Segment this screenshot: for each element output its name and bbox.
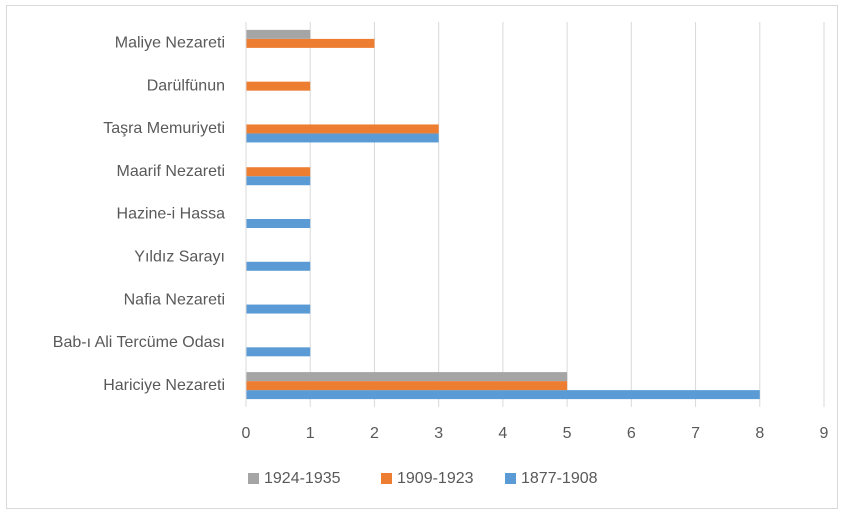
x-tick-label: 6 — [627, 425, 636, 442]
bar — [246, 167, 311, 177]
bar — [246, 390, 760, 400]
y-tick-label: Hariciye Nezareti — [103, 377, 225, 394]
bar — [246, 38, 375, 48]
x-tick-label: 2 — [370, 425, 379, 442]
y-tick-label: Yıldız Sarayı — [134, 248, 225, 265]
y-tick-label: Hazine-i Hassa — [117, 206, 226, 223]
x-tick-label: 5 — [563, 425, 572, 442]
legend-label: 1924-1935 — [264, 470, 341, 487]
bar — [246, 81, 311, 91]
bar — [246, 347, 311, 357]
bar — [246, 261, 311, 271]
bar — [246, 381, 568, 391]
y-tick-label: Darülfünun — [147, 77, 225, 94]
x-tick-label: 1 — [306, 425, 315, 442]
y-tick-label: Nafia Nezareti — [124, 291, 225, 308]
legend-swatch — [381, 473, 392, 484]
legend-label: 1877-1908 — [521, 470, 598, 487]
y-tick-label: Maliye Nezareti — [115, 35, 225, 52]
bar — [246, 372, 568, 382]
x-tick-label: 4 — [498, 425, 507, 442]
bar — [246, 176, 311, 186]
x-tick-label: 9 — [820, 425, 829, 442]
bar — [246, 124, 439, 134]
bar — [246, 133, 439, 143]
legend-swatch — [248, 473, 259, 484]
bar — [246, 219, 311, 228]
x-tick-label: 8 — [755, 425, 764, 442]
legend-swatch — [505, 473, 516, 484]
bar — [246, 29, 311, 39]
x-tick-label: 3 — [434, 425, 443, 442]
y-tick-label: Taşra Memuriyeti — [103, 120, 225, 137]
x-tick-label: 7 — [691, 425, 700, 442]
bar — [246, 304, 311, 314]
x-tick-label: 0 — [242, 425, 251, 442]
legend-label: 1909-1923 — [397, 470, 474, 487]
chart-frame — [6, 5, 838, 509]
y-tick-label: Bab-ı Ali Tercüme Odası — [53, 334, 225, 351]
y-tick-label: Maarif Nezareti — [117, 163, 225, 180]
